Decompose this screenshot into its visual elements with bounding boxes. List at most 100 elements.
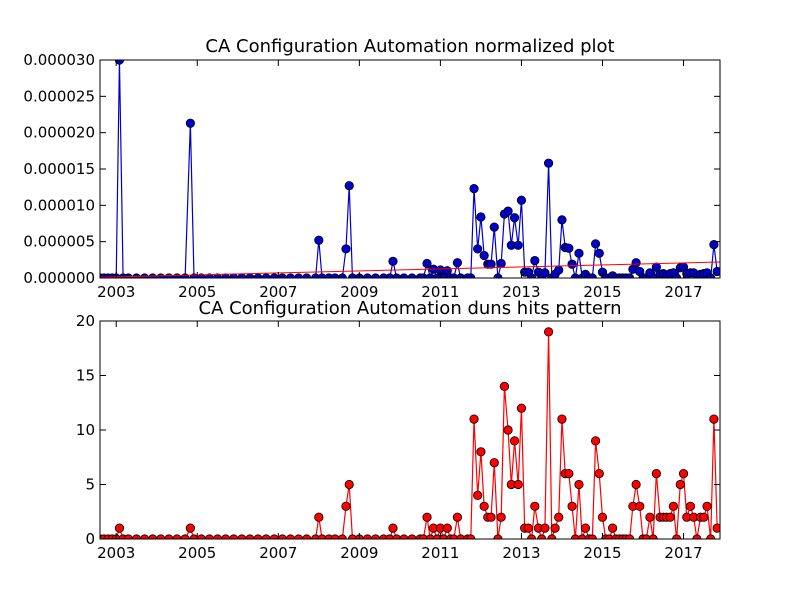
duns-hits-plot: CA Configuration Automation duns hits pa… (76, 298, 721, 562)
normalized-plot-title: CA Configuration Automation normalized p… (205, 36, 614, 57)
duns-hits-plot-point-90 (557, 414, 567, 424)
duns-hits-plot-point-100 (590, 436, 601, 446)
duns-hits-plot-point-69 (486, 512, 496, 522)
normalized-plot-point-89 (554, 265, 564, 275)
duns-hits-plot-title: CA Configuration Automation duns hits pa… (199, 298, 622, 319)
normalized-plot-point-32 (314, 235, 324, 245)
normalized-plot-point-82 (530, 255, 540, 266)
normalized-plot-point-33 (317, 273, 327, 278)
duns-hits-plot-point-130 (692, 534, 702, 539)
duns-hits-plot-xtick-label-4: 2011 (421, 544, 459, 562)
duns-hits-plot-point-21 (229, 534, 239, 539)
duns-hits-plot-point-126 (678, 469, 689, 479)
normalized-plot-point-48 (407, 273, 417, 278)
duns-hits-plot-point-124 (672, 534, 682, 539)
duns-hits-plot-point-5 (114, 523, 125, 533)
duns-hits-plot-point-16 (189, 534, 199, 539)
normalized-plot-trend-line (100, 261, 720, 278)
duns-hits-plot-point-86 (543, 327, 554, 337)
duns-hits-plot-point-105 (608, 523, 618, 533)
duns-hits-plot-point-36 (337, 534, 347, 539)
normalized-plot-point-29 (293, 273, 304, 278)
duns-hits-plot-point-22 (237, 534, 247, 539)
duns-hits-plot-point-97 (580, 523, 591, 533)
duns-hits-plot-point-12 (164, 534, 174, 539)
duns-hits-plot-point-123 (668, 501, 679, 511)
duns-hits-plot-point-101 (594, 469, 604, 479)
normalized-plot-xtick-label-4: 2011 (421, 283, 459, 301)
duns-hits-plot-point-47 (399, 534, 409, 539)
normalized-plot-point-86 (543, 158, 554, 168)
normalized-plot-area (100, 60, 720, 278)
normalized-plot-point-93 (567, 259, 577, 269)
normalized-plot-point-71 (493, 273, 503, 278)
normalized-plot-point-95 (574, 248, 584, 258)
normalized-plot-point-46 (392, 273, 402, 278)
normalized-plot-xtick-label-2: 2007 (259, 283, 297, 301)
duns-hits-plot-point-96 (577, 534, 587, 539)
normalized-plot-point-39 (347, 273, 358, 278)
duns-hits-plot-point-42 (370, 534, 381, 539)
normalized-plot-point-5 (114, 60, 125, 65)
normalized-plot-point-37 (341, 244, 351, 254)
normalized-plot-ytick-label-0: 0.000000 (23, 269, 95, 287)
duns-hits-plot-ytick-label-3: 15 (76, 367, 95, 385)
normalized-plot-point-59 (449, 273, 459, 278)
duns-hits-plot-xtick-label-0: 2003 (97, 544, 135, 562)
duns-hits-plot-xtick-label-2: 2007 (259, 544, 297, 562)
duns-hits-plot-point-80 (523, 523, 533, 533)
duns-hits-plot-point-37 (341, 501, 351, 511)
duns-hits-plot-point-99 (587, 534, 597, 539)
duns-hits-plot-point-25 (261, 534, 271, 539)
duns-hits-plot-point-29 (293, 534, 304, 539)
duns-hits-plot-point-13 (172, 534, 182, 539)
normalized-plot-point-67 (479, 250, 489, 261)
normalized-plot-series (100, 60, 720, 278)
duns-hits-plot-point-85 (540, 523, 550, 533)
normalized-plot-ytick-label-6: 0.000030 (23, 51, 95, 69)
normalized-plot-point-65 (473, 244, 483, 254)
duns-hits-plot-point-89 (554, 512, 564, 522)
duns-hits-plot-ytick-label-2: 10 (76, 421, 95, 439)
duns-hits-plot-xtick-label-1: 2005 (178, 544, 216, 562)
duns-hits-plot-point-118 (651, 469, 661, 479)
normalized-plot-point-99 (587, 273, 597, 278)
duns-hits-plot-point-136 (712, 523, 720, 533)
duns-hits-plot-point-19 (212, 534, 223, 539)
duns-hits-plot-point-110 (625, 534, 635, 539)
duns-hits-plot-point-39 (347, 534, 358, 539)
duns-hits-plot-point-102 (597, 512, 608, 522)
normalized-plot-point-45 (388, 256, 398, 266)
duns-hits-plot-point-125 (675, 479, 685, 490)
normalized-plot-xtick-label-1: 2005 (178, 283, 216, 301)
normalized-plot-point-41 (362, 273, 373, 278)
duns-hits-plot-point-113 (635, 501, 645, 511)
normalized-plot-ytick-label-3: 0.000015 (23, 160, 95, 178)
duns-hits-plot-point-92 (564, 469, 574, 479)
normalized-plot-point-118 (651, 262, 661, 272)
duns-hits-plot-point-116 (645, 512, 655, 522)
duns-hits-plot-point-117 (648, 534, 658, 539)
duns-hits-plot-point-7 (123, 534, 133, 539)
duns-hits-plot-point-93 (567, 501, 577, 511)
duns-hits-plot-point-77 (513, 479, 523, 490)
normalized-plot-point-112 (631, 258, 641, 268)
normalized-plot-point-136 (712, 266, 720, 277)
normalized-plot-point-134 (706, 273, 716, 278)
duns-hits-plot-point-63 (466, 534, 476, 539)
duns-hits-plot-xtick-label-7: 2017 (664, 544, 702, 562)
duns-hits-plot-point-64 (469, 414, 479, 424)
duns-hits-plot-point-52 (425, 534, 435, 539)
normalized-plot-point-69 (486, 259, 496, 269)
duns-hits-plot-ytick-label-4: 20 (76, 312, 95, 330)
duns-hits-plot-ytick-label-0: 0 (85, 530, 95, 548)
duns-hits-plot-point-65 (473, 490, 483, 500)
duns-hits-plot-point-95 (574, 479, 584, 490)
duns-hits-plot-point-11 (156, 534, 166, 539)
duns-hits-plot-point-24 (253, 534, 263, 539)
normalized-plot-point-61 (456, 273, 466, 278)
normalized-plot-point-30 (302, 273, 312, 278)
normalized-plot-point-77 (513, 240, 523, 250)
normalized-plot-point-63 (466, 273, 476, 278)
duns-hits-plot-point-87 (547, 534, 557, 539)
